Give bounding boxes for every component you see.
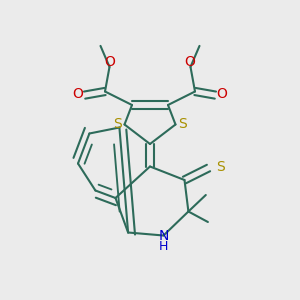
Text: N: N bbox=[158, 229, 169, 242]
Text: H: H bbox=[159, 240, 168, 254]
Text: O: O bbox=[217, 88, 227, 101]
Text: S: S bbox=[113, 118, 122, 131]
Text: O: O bbox=[184, 56, 195, 69]
Text: O: O bbox=[73, 88, 83, 101]
Text: O: O bbox=[105, 56, 116, 69]
Text: S: S bbox=[216, 160, 224, 174]
Text: S: S bbox=[178, 118, 187, 131]
